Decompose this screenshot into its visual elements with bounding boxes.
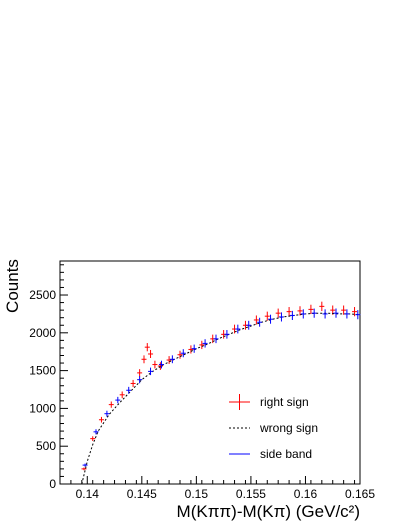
right-sign-point	[137, 369, 143, 377]
legend-entry: side band	[229, 447, 312, 461]
right-sign-point	[157, 362, 163, 370]
legend: right sign wrong sign side band	[229, 394, 318, 461]
y-tick-label: 0	[49, 477, 56, 491]
series-layer	[81, 301, 361, 485]
right-sign-point	[108, 401, 114, 408]
right-sign-point	[264, 311, 270, 321]
y-tick-label: 2000	[29, 326, 56, 340]
x-tick-label: 0.155	[236, 487, 266, 501]
right-sign-point	[341, 305, 347, 315]
side-band-point	[257, 317, 263, 327]
side-band-point	[268, 314, 274, 324]
x-axis-title: M(Kππ)-M(Kπ) (GeV/c²)	[177, 502, 360, 521]
right-sign-point	[319, 301, 325, 312]
wrong-sign-line	[81, 312, 361, 485]
right-sign-point	[144, 343, 150, 352]
plot-frame	[59, 260, 361, 485]
side-band-point	[169, 355, 175, 364]
side-band-point	[355, 310, 361, 320]
side-band-point	[93, 429, 99, 435]
x-tick-label: 0.145	[127, 487, 157, 501]
side-band-point	[82, 463, 88, 467]
side-band-point	[289, 310, 295, 320]
right-sign-point	[141, 355, 147, 364]
right-sign-point	[98, 416, 104, 423]
side-band-point	[115, 396, 121, 404]
side-band-point	[202, 339, 208, 348]
legend-entry: right sign	[229, 394, 309, 410]
side-band-point	[246, 320, 252, 330]
right-sign-point	[166, 356, 172, 364]
right-sign-point	[253, 315, 259, 325]
side-band-point	[191, 344, 197, 353]
y-tick-label: 1000	[29, 401, 56, 415]
right-sign-point	[188, 345, 194, 354]
x-tick-label: 0.16	[294, 487, 318, 501]
y-tick-label: 2500	[29, 288, 56, 302]
side-band-point	[213, 334, 219, 344]
side-band-point	[224, 330, 230, 339]
y-tick-label: 500	[36, 439, 56, 453]
x-tick-label: 0.14	[76, 487, 100, 501]
y-axis-title: Counts	[3, 259, 22, 313]
x-tick-label: 0.165	[345, 487, 375, 501]
right-sign-point	[297, 306, 303, 316]
right-sign-point	[275, 308, 281, 318]
right-sign-point	[81, 467, 87, 471]
right-sign-point	[199, 340, 205, 350]
legend-label: wrong sign	[259, 421, 318, 435]
legend-label: right sign	[260, 395, 309, 409]
side-band-point	[126, 386, 132, 394]
right-sign-point	[308, 304, 314, 315]
side-band-point	[278, 312, 284, 322]
side-band-point	[333, 308, 339, 318]
side-band-point	[104, 410, 110, 417]
right-sign-point	[286, 307, 292, 317]
side-band-point	[344, 309, 350, 319]
legend-label: side band	[260, 447, 312, 461]
side-band-point	[137, 376, 143, 384]
right-sign-point	[119, 391, 125, 399]
y-tick-label: 1500	[29, 364, 56, 378]
side-band-point	[158, 360, 164, 369]
side-band-point	[300, 309, 306, 319]
right-sign-point	[148, 349, 154, 358]
right-sign-point	[152, 360, 158, 369]
right-sign-point	[130, 379, 136, 387]
right-sign-point	[352, 307, 358, 317]
side-band-point	[180, 349, 186, 358]
right-sign-point	[177, 350, 183, 359]
side-band-point	[148, 367, 154, 376]
right-sign-point	[90, 436, 96, 442]
side-band-point	[235, 324, 241, 334]
axis-layer: 0.14 0.145 0.15 0.155 0.16 0.165 0 500 1000 1500 2…	[29, 264, 375, 501]
legend-entry: wrong sign	[229, 421, 318, 435]
side-band-point	[311, 308, 317, 318]
side-band-point	[322, 309, 328, 319]
x-tick-label: 0.15	[185, 487, 209, 501]
